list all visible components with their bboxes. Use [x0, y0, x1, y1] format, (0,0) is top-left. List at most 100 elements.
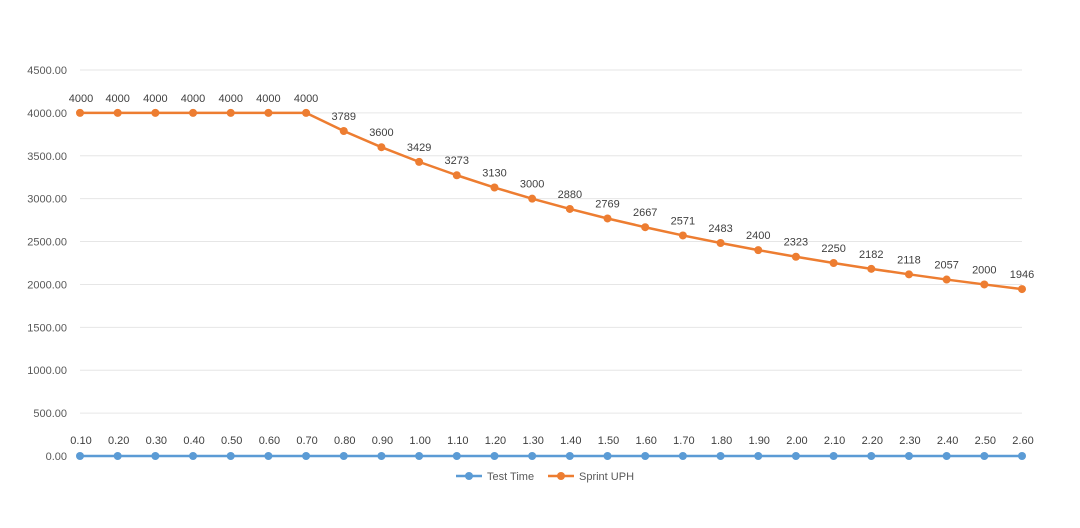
data-point	[264, 452, 273, 460]
data-point	[528, 452, 537, 460]
data-point	[867, 264, 876, 273]
data-label: 4000	[143, 93, 167, 105]
data-point	[791, 452, 800, 460]
data-point	[603, 452, 612, 460]
data-label: 4000	[181, 93, 205, 105]
data-point	[1018, 285, 1026, 294]
data-label: 2483	[708, 223, 732, 235]
data-label: 3130	[482, 168, 506, 180]
data-label: 0.90	[372, 435, 393, 447]
data-point	[641, 223, 650, 232]
data-point	[565, 452, 574, 460]
data-label: 2.50	[975, 435, 996, 447]
data-label: 2.00	[786, 435, 807, 447]
data-label: 2000	[972, 264, 996, 276]
data-point	[565, 204, 574, 213]
data-point	[678, 452, 687, 460]
data-label: 4000	[69, 93, 93, 105]
data-label: 1.30	[522, 435, 543, 447]
y-tick-label: 3500.00	[27, 151, 67, 163]
data-point	[754, 246, 763, 255]
data-point	[264, 108, 273, 117]
data-label: 2400	[746, 230, 770, 242]
data-label: 2250	[821, 243, 845, 255]
data-label: 1.60	[635, 435, 656, 447]
y-tick-label: 3000.00	[27, 194, 67, 206]
data-label: 2880	[558, 189, 582, 201]
data-point	[641, 452, 650, 460]
data-label: 2769	[595, 198, 619, 210]
data-point	[754, 452, 763, 460]
y-tick-label: 500.00	[33, 408, 67, 420]
legend-label: Sprint UPH	[579, 471, 634, 483]
data-label: 1.70	[673, 435, 694, 447]
legend-marker	[557, 472, 565, 480]
data-point	[904, 270, 913, 279]
data-label: 1.20	[485, 435, 506, 447]
data-label: 2.10	[824, 435, 845, 447]
data-label: 2057	[934, 260, 958, 272]
data-label: 2571	[671, 215, 695, 227]
data-label: 0.60	[259, 435, 280, 447]
data-label: 2118	[897, 254, 921, 266]
data-label: 3000	[520, 179, 544, 191]
data-label: 2.60	[1012, 435, 1033, 447]
data-point	[942, 452, 951, 460]
data-label: 2.30	[899, 435, 920, 447]
data-point	[678, 231, 687, 240]
data-point	[1018, 452, 1026, 460]
data-label: 0.80	[334, 435, 355, 447]
y-tick-label: 1500.00	[27, 322, 67, 334]
data-point	[339, 452, 348, 460]
data-label: 3789	[332, 111, 356, 123]
data-point	[302, 452, 311, 460]
data-label: 1.50	[598, 435, 619, 447]
data-point	[528, 194, 537, 203]
y-tick-label: 0.00	[46, 451, 67, 463]
y-tick-label: 4500.00	[27, 65, 67, 77]
y-tick-label: 2000.00	[27, 279, 67, 291]
data-point	[339, 126, 348, 135]
data-label: 0.70	[296, 435, 317, 447]
data-point	[113, 452, 122, 460]
data-point	[490, 452, 499, 460]
data-point	[189, 108, 198, 117]
data-label: 1946	[1010, 269, 1034, 281]
legend-marker	[465, 472, 473, 480]
series-line-sprint-uph	[80, 111, 1023, 291]
data-point	[791, 252, 800, 261]
data-point	[151, 452, 160, 460]
data-label: 4000	[294, 93, 318, 105]
data-label: 2182	[859, 249, 883, 261]
data-label: 1.80	[711, 435, 732, 447]
data-point	[829, 259, 838, 267]
data-point	[980, 452, 989, 460]
data-label: 2323	[784, 237, 808, 249]
data-point	[942, 275, 951, 284]
data-point	[377, 143, 386, 152]
data-label: 0.50	[221, 435, 242, 447]
data-point	[226, 108, 235, 117]
data-point	[189, 452, 198, 460]
data-point	[716, 239, 725, 248]
y-tick-label: 2500.00	[27, 237, 67, 249]
data-point	[867, 452, 876, 460]
data-point	[603, 214, 612, 223]
data-label: 0.20	[108, 435, 129, 447]
data-label: 4000	[218, 93, 242, 105]
data-point	[829, 452, 838, 460]
y-tick-label: 1000.00	[27, 365, 67, 377]
data-label: 1.00	[409, 435, 430, 447]
data-label: 0.30	[146, 435, 167, 447]
data-label: 2.20	[862, 435, 883, 447]
data-point	[377, 452, 386, 460]
data-label: 4000	[256, 93, 280, 105]
data-label: 1.90	[749, 435, 770, 447]
data-point	[490, 183, 499, 192]
data-point	[76, 108, 84, 117]
data-label: 2667	[633, 207, 657, 219]
data-point	[76, 452, 84, 460]
y-tick-label: 4000.00	[27, 108, 67, 120]
data-label: 4000	[105, 93, 129, 105]
